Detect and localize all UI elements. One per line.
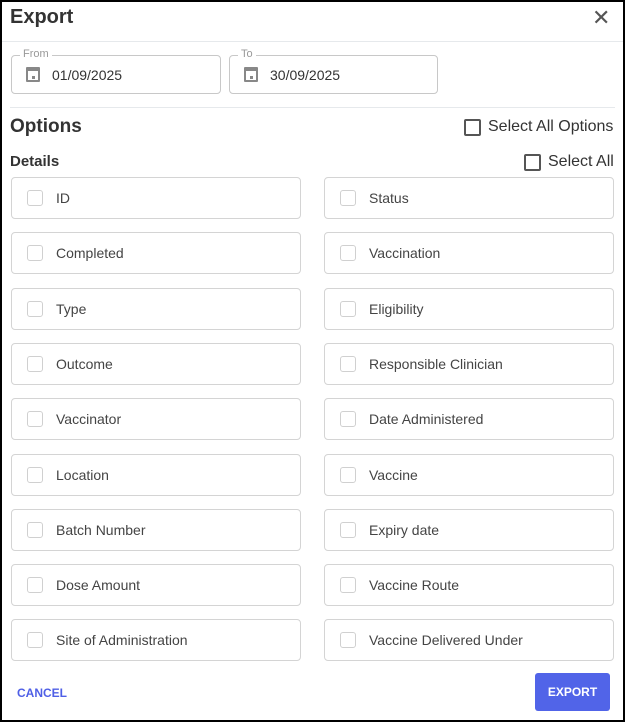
cancel-button[interactable]: CANCEL [17, 686, 67, 700]
option-label: Expiry date [369, 521, 440, 538]
checkbox-icon [27, 466, 43, 483]
checkbox-icon [340, 577, 356, 594]
checkbox-icon [340, 521, 356, 538]
option-checkbox-card[interactable]: Vaccine [324, 453, 614, 496]
checkbox-icon [340, 245, 356, 262]
select-all-options-label: Select All Options [488, 118, 614, 135]
option-label: Batch Number [56, 521, 146, 538]
option-checkbox-card[interactable]: ID [11, 177, 301, 219]
calendar-icon [26, 67, 40, 82]
checkbox-icon [27, 632, 43, 649]
option-checkbox-card[interactable]: Dose Amount [11, 564, 301, 607]
close-icon[interactable]: ✕ [592, 5, 611, 30]
export-button[interactable]: EXPORT [535, 673, 610, 711]
checkbox-icon [27, 577, 43, 594]
options-heading: Options [10, 116, 82, 137]
option-checkbox-card[interactable]: Date Administered [324, 398, 614, 441]
option-checkbox-card[interactable]: Site of Administration [11, 619, 301, 662]
select-all-options-checkbox[interactable]: Select All Options [464, 118, 613, 136]
divider [2, 41, 623, 42]
option-checkbox-card[interactable]: Vaccine Route [324, 564, 614, 607]
divider [10, 107, 615, 108]
option-label: Site of Administration [56, 632, 188, 649]
option-label: Dose Amount [56, 577, 141, 594]
calendar-icon [244, 67, 258, 82]
option-checkbox-card[interactable]: Completed [11, 232, 301, 275]
to-date-value: 30/09/2025 [270, 67, 341, 83]
from-date-field[interactable]: From 01/09/2025 [11, 48, 221, 94]
option-checkbox-card[interactable]: Outcome [11, 342, 301, 385]
option-label: Date Administered [369, 411, 484, 428]
option-label: Vaccine Route [369, 577, 460, 594]
details-heading: Details [10, 153, 60, 170]
option-checkbox-card[interactable]: Vaccination [324, 232, 614, 275]
option-checkbox-card[interactable]: Type [11, 287, 301, 330]
option-label: Location [56, 466, 109, 483]
option-label: Vaccinator [56, 411, 122, 428]
option-checkbox-card[interactable]: Batch Number [11, 508, 301, 551]
checkbox-icon [340, 190, 356, 206]
option-checkbox-card[interactable]: Responsible Clinician [324, 342, 614, 385]
option-checkbox-card[interactable]: Vaccine Delivered Under [324, 619, 614, 662]
option-checkbox-card[interactable]: Vaccinator [11, 398, 301, 441]
option-label: Vaccine Delivered Under [369, 632, 523, 649]
option-checkbox-card[interactable]: Location [11, 453, 301, 496]
checkbox-icon [27, 521, 43, 538]
option-label: Type [56, 300, 87, 317]
checkbox-icon [524, 153, 541, 171]
option-checkbox-card[interactable]: Expiry date [324, 508, 614, 551]
select-all-label: Select All [548, 153, 614, 170]
checkbox-icon [340, 411, 356, 428]
option-label: Completed [56, 245, 124, 262]
option-label: Responsible Clinician [369, 355, 503, 372]
from-date-value: 01/09/2025 [52, 67, 123, 83]
option-label: Outcome [56, 355, 113, 372]
option-label: Vaccination [369, 245, 441, 262]
to-date-field[interactable]: To 30/09/2025 [229, 48, 438, 94]
checkbox-icon [27, 245, 43, 262]
checkbox-icon [27, 300, 43, 317]
option-label: Status [369, 190, 409, 206]
dialog-title: Export [10, 6, 74, 28]
option-label: ID [56, 190, 70, 206]
option-label: Eligibility [369, 300, 424, 317]
checkbox-icon [340, 466, 356, 483]
select-all-checkbox[interactable]: Select All [524, 153, 614, 171]
from-label: From [20, 48, 52, 60]
option-label: Vaccine [369, 466, 418, 483]
checkbox-icon [27, 355, 43, 372]
checkbox-icon [340, 355, 356, 372]
option-checkbox-card[interactable]: Status [324, 177, 614, 219]
checkbox-icon [340, 300, 356, 317]
checkbox-icon [464, 118, 481, 136]
checkbox-icon [340, 632, 356, 649]
option-checkbox-card[interactable]: Eligibility [324, 287, 614, 330]
to-label: To [238, 48, 256, 60]
checkbox-icon [27, 190, 43, 206]
checkbox-icon [27, 411, 43, 428]
